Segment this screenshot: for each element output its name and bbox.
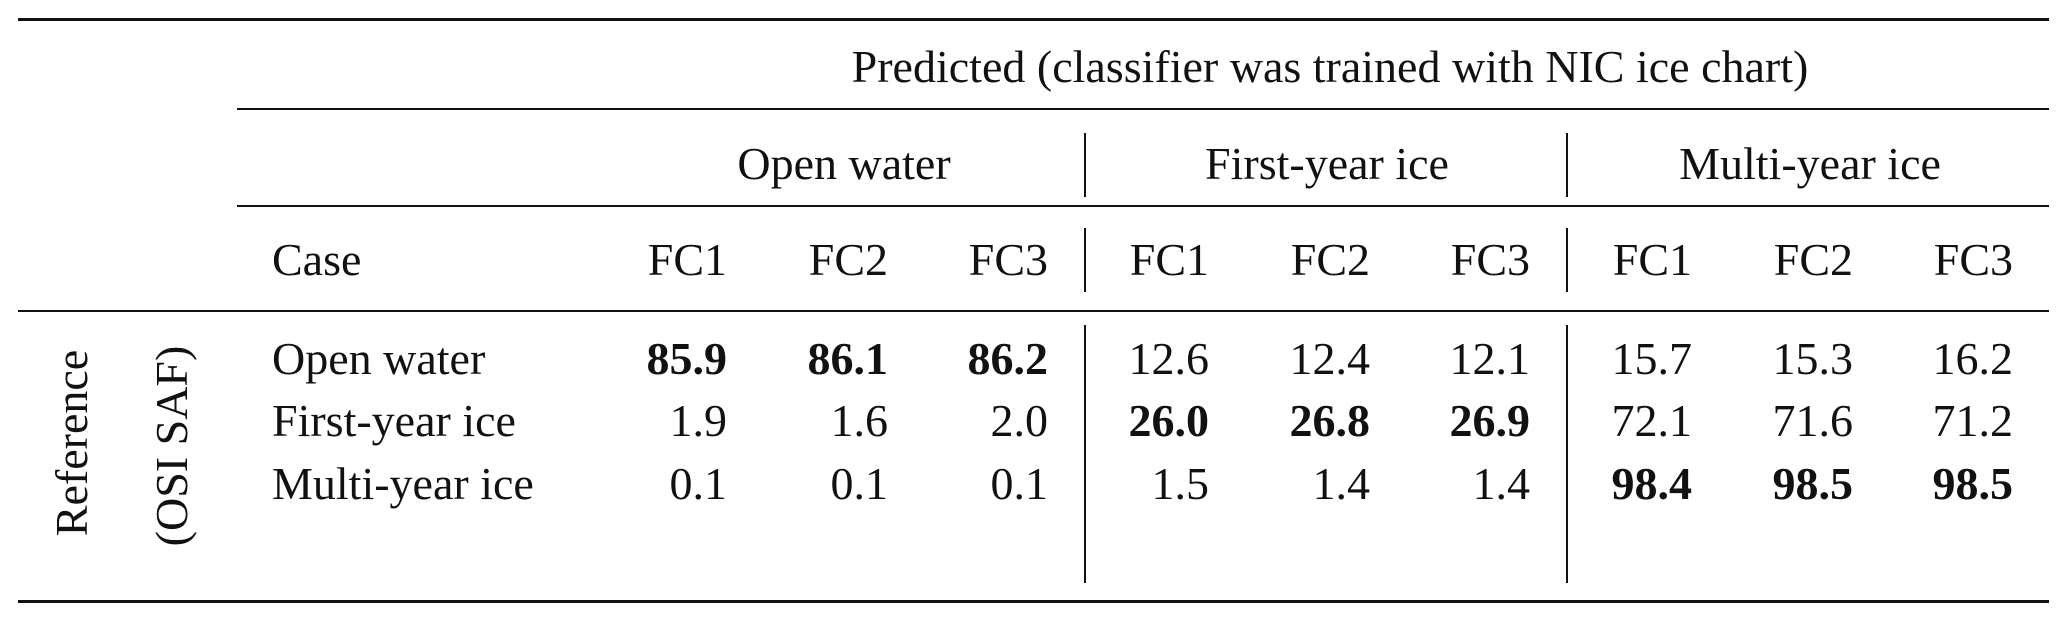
col-header: FC1	[1129, 234, 1209, 285]
table-cell: 16.2	[1932, 333, 2014, 384]
col-header: FC2	[1773, 234, 1853, 285]
table-cell: 1.4	[1472, 458, 1531, 509]
header-bottom-rule	[18, 310, 2049, 312]
reference-label: Reference	[46, 349, 97, 537]
group-label-first-year-ice: First-year ice	[1205, 138, 1449, 189]
table-cell: 86.1	[807, 333, 889, 384]
table-cell: 12.1	[1449, 333, 1531, 384]
table-cell: 15.3	[1772, 333, 1854, 384]
table-cell: 86.2	[967, 333, 1049, 384]
group-label-multi-year-ice: Multi-year ice	[1679, 138, 1941, 189]
table-cell: 71.2	[1932, 395, 2014, 446]
col-header: FC3	[968, 234, 1048, 285]
table-cell: 85.9	[646, 333, 728, 384]
group-divider-2-header	[1566, 133, 1568, 197]
row-label: First-year ice	[272, 395, 516, 446]
table-cell: 0.1	[669, 458, 728, 509]
table-cell: 1.5	[1151, 458, 1210, 509]
top-rule	[18, 18, 2049, 21]
table-cell: 15.7	[1611, 333, 1693, 384]
col-header: FC2	[1290, 234, 1370, 285]
predicted-header: Predicted (classifier was trained with N…	[851, 41, 1809, 92]
col-header: FC3	[1933, 234, 2013, 285]
table-cell: 0.1	[990, 458, 1049, 509]
group-divider-1-body	[1084, 325, 1086, 583]
table-cell: 26.8	[1289, 395, 1371, 446]
table-cell: 71.6	[1772, 395, 1854, 446]
table-cell: 12.4	[1289, 333, 1371, 384]
col-header: FC3	[1450, 234, 1530, 285]
table-cell: 26.9	[1449, 395, 1531, 446]
group-divider-2-body	[1566, 325, 1568, 583]
table-cell: 1.4	[1312, 458, 1371, 509]
bottom-rule	[18, 600, 2049, 603]
row-label: Open water	[272, 333, 486, 384]
case-header: Case	[272, 234, 362, 285]
col-header: FC1	[1612, 234, 1692, 285]
table-cell: 12.6	[1128, 333, 1210, 384]
group-divider-1-subheader	[1084, 228, 1086, 292]
col-header: FC2	[808, 234, 888, 285]
table-cell: 98.4	[1611, 458, 1693, 509]
table-cell: 1.6	[830, 395, 889, 446]
table-cell: 0.1	[830, 458, 889, 509]
row-label: Multi-year ice	[272, 458, 534, 509]
table-cell: 1.9	[669, 395, 728, 446]
group-divider-1-header	[1084, 133, 1086, 197]
predicted-underline	[237, 108, 2049, 110]
group-divider-2-subheader	[1566, 228, 1568, 292]
reference-sub-label: (OSI SAF)	[146, 345, 197, 547]
table-cell: 26.0	[1128, 395, 1210, 446]
table-cell: 98.5	[1932, 458, 2014, 509]
col-header: FC1	[647, 234, 727, 285]
table-cell: 98.5	[1772, 458, 1854, 509]
table-cell: 2.0	[990, 395, 1049, 446]
group-label-open-water: Open water	[737, 138, 951, 189]
group-underline	[237, 205, 2049, 207]
table-cell: 72.1	[1611, 395, 1693, 446]
